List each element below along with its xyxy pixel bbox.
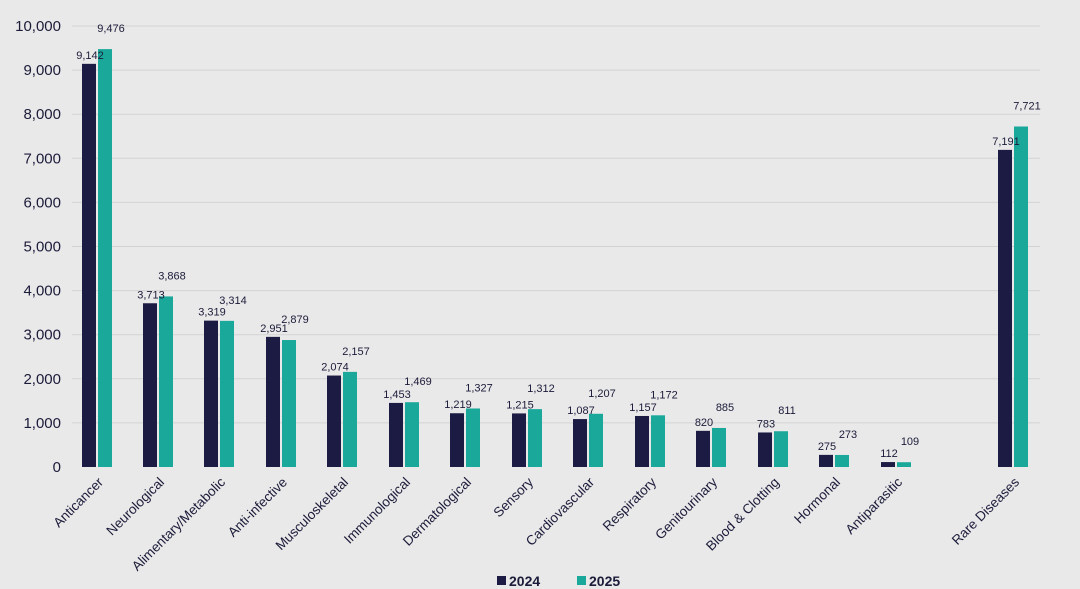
bar-2025: [1014, 126, 1028, 467]
data-label-2024: 112: [880, 448, 898, 460]
y-tick-label: 0: [53, 459, 61, 476]
bar-2025: [466, 408, 480, 467]
y-tick-label: 7,000: [23, 150, 61, 167]
bar-2025: [282, 340, 296, 467]
bar-2024: [758, 432, 772, 467]
data-label-2024: 1,087: [567, 405, 595, 417]
data-label-2024: 275: [818, 441, 836, 453]
x-tick-label: Anti-infective: [225, 475, 290, 540]
bar-2025: [589, 413, 603, 467]
bar-2024: [327, 375, 341, 467]
data-label-2025: 3,868: [158, 270, 186, 282]
x-tick-label: Antiparasitic: [843, 474, 906, 537]
data-label-2024: 1,219: [444, 399, 472, 411]
bar-2025: [159, 296, 173, 467]
bar-2024: [450, 413, 464, 467]
x-tick-label: Rare Diseases: [949, 474, 1022, 547]
legend-swatch-2025: [577, 576, 586, 585]
data-label-2024: 820: [695, 417, 713, 429]
bar-2025: [897, 462, 911, 467]
data-label-2025: 1,469: [404, 376, 432, 388]
bar-2025: [774, 431, 788, 467]
x-tick-label: Genitourinary: [652, 474, 720, 542]
bar-2024: [573, 419, 587, 467]
data-label-2025: 811: [778, 405, 796, 417]
bar-2025: [835, 454, 849, 467]
bar-2025: [712, 427, 726, 467]
y-tick-label: 9,000: [23, 62, 61, 79]
data-label-2024: 7,191: [992, 136, 1020, 148]
y-tick-label: 5,000: [23, 239, 61, 256]
x-axis-ticks: AnticancerNeurologicalAlimentary/Metabol…: [50, 474, 1022, 574]
legend-swatch-2024: [497, 576, 506, 585]
data-label-2024: 3,319: [198, 307, 226, 319]
data-label-2025: 1,327: [465, 382, 493, 394]
bar-2024: [635, 415, 649, 467]
bar-2024: [881, 462, 895, 467]
bar-2024: [389, 402, 403, 467]
bar-2024: [998, 149, 1012, 468]
bar-2024: [204, 320, 218, 467]
data-label-2025: 9,476: [97, 23, 125, 35]
data-label-2025: 885: [716, 402, 734, 414]
bar-2025: [405, 402, 419, 467]
y-tick-label: 1,000: [23, 415, 61, 432]
bars: [82, 49, 1028, 468]
bar-2024: [82, 63, 96, 467]
x-tick-label: Anticancer: [50, 474, 106, 530]
data-label-2025: 2,157: [342, 346, 370, 358]
y-tick-label: 3,000: [23, 327, 61, 344]
bar-2025: [651, 415, 665, 467]
data-label-2024: 783: [757, 418, 775, 430]
data-label-2025: 273: [839, 429, 857, 441]
y-tick-label: 10,000: [15, 18, 61, 35]
bar-2025: [220, 320, 234, 467]
data-label-2025: 109: [901, 436, 919, 448]
legend-label-2025: 2025: [589, 573, 620, 589]
data-label-2024: 3,713: [137, 289, 165, 301]
x-tick-label: Respiratory: [600, 474, 660, 534]
data-label-2025: 2,879: [281, 314, 309, 326]
x-tick-label: Sensory: [490, 474, 536, 520]
data-label-2025: 1,207: [588, 388, 616, 400]
data-label-2024: 1,215: [506, 399, 534, 411]
bar-2025: [528, 409, 542, 467]
bar-2024: [819, 454, 833, 467]
legend-label-2024: 2024: [509, 573, 540, 589]
data-label-2025: 7,721: [1013, 101, 1041, 113]
data-label-2025: 3,314: [219, 295, 247, 307]
legend: 2024 2025: [497, 573, 620, 589]
data-label-2025: 1,312: [527, 383, 555, 395]
data-label-2024: 1,453: [383, 389, 411, 401]
bar-2025: [98, 49, 112, 467]
x-tick-label: Hormonal: [791, 475, 843, 527]
y-tick-label: 4,000: [23, 283, 61, 300]
y-axis-ticks: 0 1,000 2,000 3,000 4,000 5,000 6,000 7,000 8,00…: [15, 18, 61, 476]
bar-2024: [143, 303, 157, 467]
bar-2024: [266, 336, 280, 467]
bar-2024: [512, 413, 526, 467]
y-tick-label: 2,000: [23, 371, 61, 388]
data-label-2024: 9,142: [76, 50, 104, 62]
data-label-2024: 2,074: [321, 362, 349, 374]
data-label-2024: 1,157: [629, 402, 657, 414]
y-tick-label: 6,000: [23, 194, 61, 211]
data-label-2025: 1,172: [650, 389, 678, 401]
x-tick-label: Neurological: [103, 475, 167, 539]
bar-2025: [343, 371, 357, 467]
data-label-2024: 2,951: [260, 323, 288, 335]
bar-2024: [696, 430, 710, 467]
y-tick-label: 8,000: [23, 106, 61, 123]
